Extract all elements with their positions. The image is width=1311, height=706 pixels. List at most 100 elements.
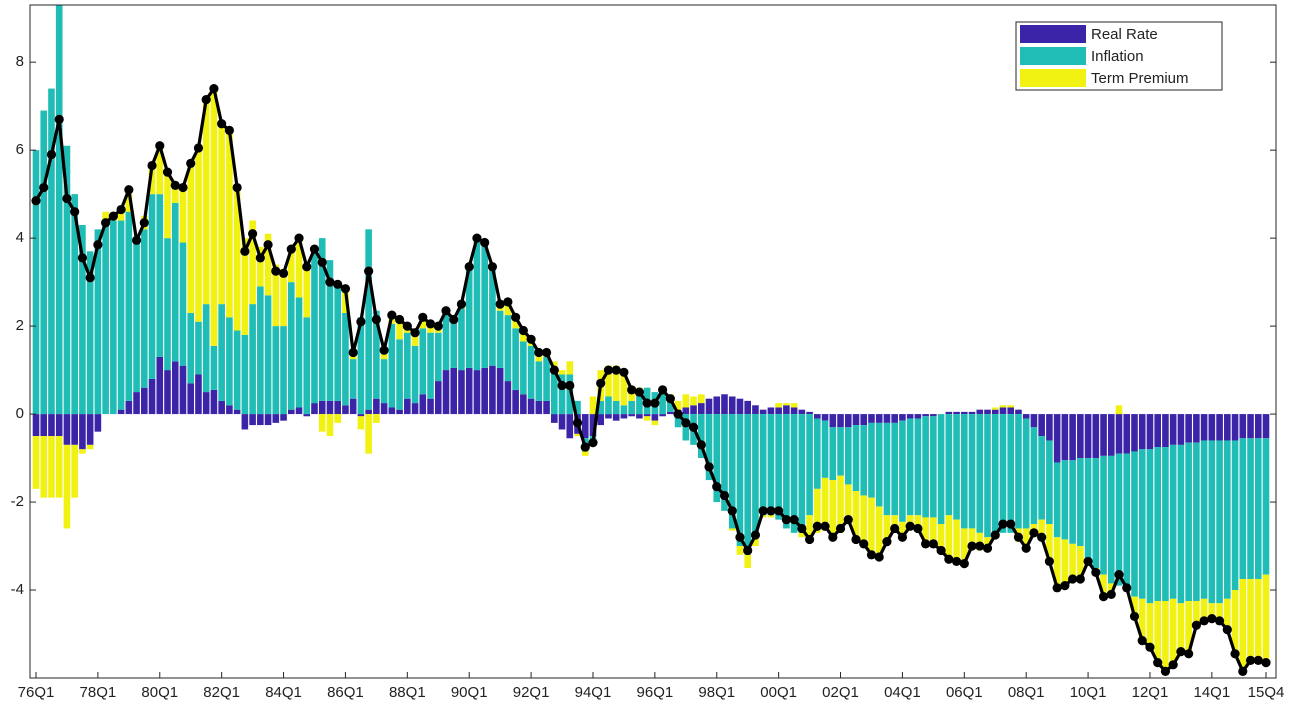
bar (1053, 537, 1061, 591)
total-dot (1207, 614, 1217, 624)
bar (164, 370, 171, 415)
bar (999, 405, 1007, 408)
bar (659, 414, 666, 417)
x-tick-label: 90Q1 (451, 684, 488, 701)
bar (1216, 440, 1223, 604)
bar (628, 400, 635, 415)
bar (504, 381, 512, 415)
bar (1115, 414, 1123, 454)
bar (713, 396, 721, 415)
bar (1115, 453, 1123, 586)
total-dot (874, 552, 884, 562)
bar (280, 326, 287, 415)
bar (1231, 440, 1239, 591)
bar (380, 359, 388, 404)
total-dot (588, 438, 598, 448)
bar (968, 414, 976, 529)
bar (280, 268, 287, 327)
bar (814, 414, 821, 419)
total-dot (719, 490, 730, 501)
bar (63, 414, 71, 445)
total-dot (116, 204, 126, 215)
bar (40, 110, 48, 415)
bar (1216, 414, 1223, 441)
x-tick-label: 15Q4 (1248, 684, 1285, 701)
bar (914, 414, 922, 419)
bar (1022, 528, 1030, 551)
bar (713, 414, 721, 503)
total-dot (271, 266, 281, 276)
bar (1254, 579, 1262, 663)
bar (1154, 414, 1161, 448)
bar (481, 367, 488, 415)
total-dot (812, 521, 822, 531)
bar (86, 414, 94, 445)
bar (411, 332, 419, 346)
bar (705, 414, 713, 481)
bar (1007, 407, 1015, 415)
bar (1146, 603, 1154, 648)
total-dot (131, 235, 142, 245)
bar (605, 414, 612, 419)
bar (790, 407, 798, 415)
bar (1224, 598, 1231, 630)
total-dot (859, 539, 869, 549)
bar (249, 304, 256, 415)
bar (535, 361, 543, 401)
total-dot (108, 211, 118, 221)
bar (102, 211, 109, 221)
bar (1200, 440, 1208, 599)
bar (1177, 414, 1185, 445)
total-dot (387, 310, 397, 320)
bar (1224, 440, 1231, 599)
bar (326, 414, 334, 437)
total-dot (990, 530, 1000, 540)
total-dot (1214, 616, 1225, 626)
bar (295, 297, 303, 408)
total-dot (39, 182, 49, 193)
total-dot (913, 523, 923, 534)
bar (512, 317, 519, 329)
x-tick-label: 82Q1 (203, 684, 240, 701)
bar (844, 414, 852, 428)
bar (543, 356, 550, 401)
total-dot (302, 262, 312, 272)
bar (55, 414, 63, 437)
bar (860, 425, 868, 496)
bar (512, 328, 519, 390)
bar (1069, 543, 1076, 580)
bar (63, 145, 71, 415)
bar (442, 312, 450, 371)
bar (187, 312, 195, 384)
legend-label: Term Premium (1091, 70, 1189, 87)
bar (272, 414, 280, 423)
bar (218, 400, 225, 415)
bar (257, 286, 264, 415)
bar (1138, 598, 1146, 643)
bar (891, 414, 898, 423)
bar (427, 398, 434, 415)
bar (40, 414, 48, 437)
bar (48, 414, 55, 437)
bar (752, 537, 759, 547)
bar (357, 416, 365, 430)
bar (945, 414, 953, 516)
bar (1247, 414, 1254, 439)
bar (318, 238, 326, 401)
bar (1177, 444, 1185, 604)
total-dot (1145, 642, 1155, 652)
total-dot (1184, 649, 1194, 659)
bar (264, 295, 272, 415)
total-dot (1006, 519, 1016, 529)
bar (1162, 447, 1169, 602)
bar (906, 414, 914, 419)
bar (961, 411, 968, 415)
bar (164, 172, 171, 239)
total-dot (1230, 649, 1240, 659)
bar (1154, 601, 1161, 663)
total-dot (1091, 567, 1101, 578)
bar (473, 238, 481, 371)
bar (1200, 414, 1208, 441)
bar (597, 414, 605, 426)
bar (396, 339, 403, 410)
